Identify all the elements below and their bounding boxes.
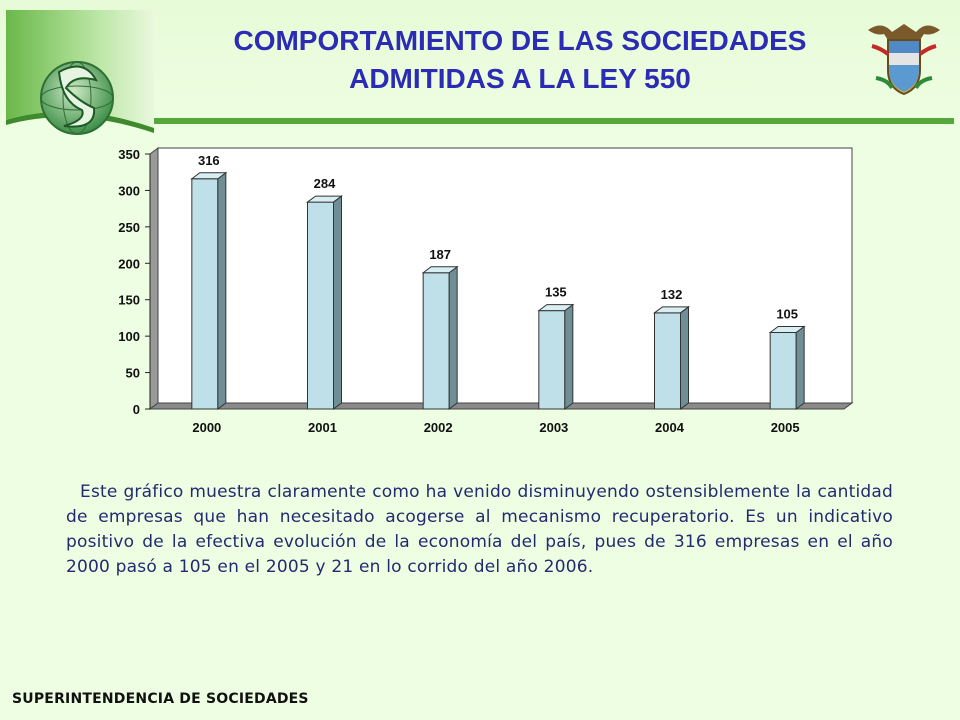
y-tick-label: 350 bbox=[118, 147, 140, 162]
data-label: 316 bbox=[198, 153, 220, 168]
x-tick-label: 2005 bbox=[771, 420, 800, 435]
y-tick-label: 0 bbox=[133, 402, 140, 417]
bar-2002 bbox=[421, 265, 459, 410]
bar-side bbox=[795, 325, 805, 410]
plot-back-wall bbox=[157, 147, 853, 404]
bar-2005 bbox=[768, 325, 806, 410]
y-tick-label: 250 bbox=[118, 220, 140, 235]
x-tick-label: 2000 bbox=[192, 420, 221, 435]
data-label: 284 bbox=[314, 176, 336, 191]
title-line-2: ADMITIDAS A LA LEY 550 bbox=[349, 63, 691, 94]
title-line-1: COMPORTAMIENTO DE LAS SOCIEDADES bbox=[233, 25, 807, 56]
header-rule bbox=[148, 118, 954, 124]
bar-side bbox=[448, 265, 458, 410]
data-label: 105 bbox=[776, 307, 798, 322]
footer-label: SUPERINTENDENCIA DE SOCIEDADES bbox=[12, 691, 309, 707]
bar-2000 bbox=[190, 171, 228, 410]
header-banner bbox=[0, 0, 960, 132]
bar-side bbox=[680, 305, 689, 410]
colombia-coat-of-arms-icon bbox=[868, 24, 940, 96]
description-paragraph: Este gráfico muestra claramente como ha … bbox=[66, 482, 893, 577]
x-tick-label: 2003 bbox=[539, 420, 568, 435]
bar-top bbox=[190, 172, 228, 180]
data-label: 187 bbox=[429, 247, 451, 262]
data-label: 132 bbox=[661, 287, 683, 302]
bar-side bbox=[217, 171, 227, 410]
bar-front bbox=[538, 310, 566, 410]
y-tick-label: 100 bbox=[118, 329, 140, 344]
bar-front bbox=[769, 332, 797, 410]
y-tick-label: 50 bbox=[126, 366, 140, 381]
data-label: 135 bbox=[545, 285, 567, 300]
bar-top bbox=[653, 306, 690, 314]
x-tick-label: 2001 bbox=[308, 420, 337, 435]
bar-top bbox=[537, 304, 575, 312]
bar-front bbox=[422, 272, 450, 410]
bar-top bbox=[768, 326, 806, 333]
bar-2003 bbox=[537, 303, 575, 410]
bar-top bbox=[421, 266, 459, 274]
plot-side-wall bbox=[149, 147, 159, 410]
bar-top bbox=[306, 195, 343, 203]
bar-front bbox=[307, 201, 334, 410]
x-tick-label: 2004 bbox=[655, 420, 685, 435]
bar-front bbox=[654, 312, 681, 410]
supersociedades-logo-icon bbox=[6, 10, 154, 135]
y-tick-label: 150 bbox=[118, 293, 140, 308]
bar-chart: 0 50 100 150 200 250 300 350 316 2000 284 2001 187 20… bbox=[118, 147, 854, 435]
plot-floor bbox=[148, 402, 854, 410]
page-title: COMPORTAMIENTO DE LAS SOCIEDADES ADMITID… bbox=[180, 22, 860, 98]
y-tick-label: 300 bbox=[118, 183, 140, 198]
x-tick-label: 2002 bbox=[424, 420, 453, 435]
bar-side bbox=[564, 303, 574, 410]
bar-side bbox=[333, 195, 342, 410]
bar-front bbox=[191, 178, 219, 410]
bar-2004 bbox=[653, 305, 690, 410]
bar-2001 bbox=[306, 195, 343, 410]
y-tick-label: 200 bbox=[118, 256, 140, 271]
